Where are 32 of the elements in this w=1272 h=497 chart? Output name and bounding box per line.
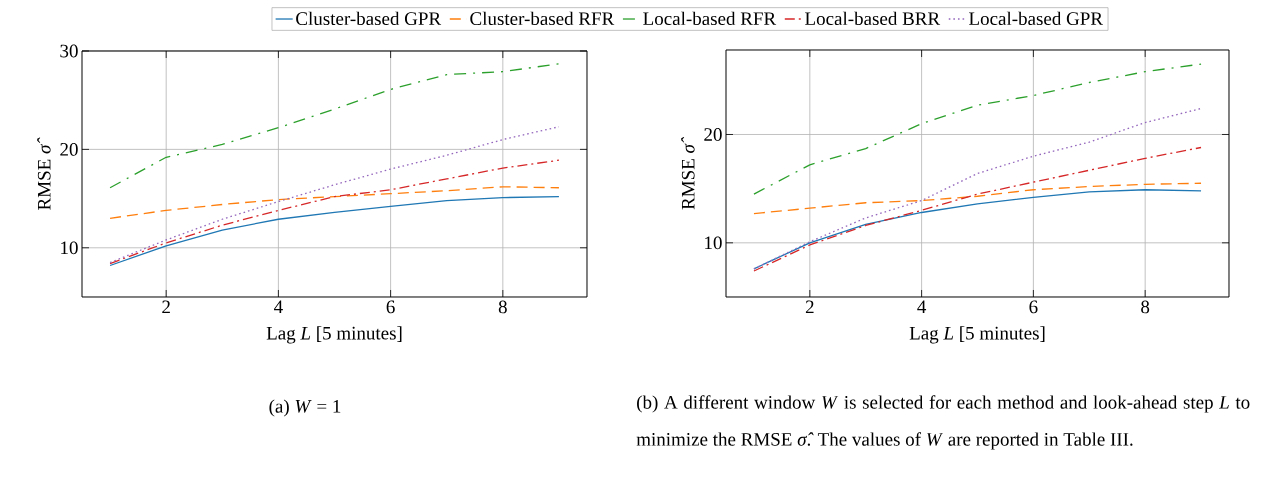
y-tick-label: 20 <box>60 142 78 156</box>
x-tick-label: 2 <box>162 300 170 314</box>
x-tick-label: 4 <box>274 300 283 314</box>
text: (a) W = 1 <box>269 399 341 417</box>
legend-label: Cluster-based RFR <box>470 11 615 26</box>
legend-label: Local-based GPR <box>969 11 1103 26</box>
y-tick-label: 30 <box>60 44 78 58</box>
line-series <box>753 63 1202 195</box>
y-tick-label: 10 <box>705 236 722 250</box>
x-axis-title: Lag L [5 minutes] <box>909 326 1045 344</box>
line-series <box>109 63 560 189</box>
line-series <box>753 189 1202 270</box>
line-series <box>753 182 1202 215</box>
legend-label: Cluster-based GPR <box>296 11 442 26</box>
y-tick-label: 20 <box>704 128 722 141</box>
legend-label: Local-based BRR <box>805 11 941 26</box>
y-axis-title: RMSE σ̂ <box>681 137 695 210</box>
legend-label: Local-based RFR <box>643 11 777 26</box>
y-axis-title: RMSE σ̂ <box>37 137 51 210</box>
x-axis-title: Lag L [5 minutes] <box>266 326 402 344</box>
text: (b) A different window W is selected for each method and look-ahead step L to minimize the RMSE σ̂. The values of W are reported in Table III. <box>636 395 1250 450</box>
x-tick-label: 4 <box>917 300 927 314</box>
line-series <box>109 186 560 219</box>
x-tick-label: 6 <box>1029 300 1038 314</box>
y-tick-label: 10 <box>61 241 78 255</box>
x-tick-label: 6 <box>386 300 395 314</box>
line-series <box>109 195 560 267</box>
x-tick-label: 2 <box>805 300 814 314</box>
line-series <box>753 107 1202 270</box>
x-tick-label: 8 <box>1141 300 1150 314</box>
line-series <box>109 159 560 265</box>
x-tick-label: 8 <box>498 300 507 314</box>
